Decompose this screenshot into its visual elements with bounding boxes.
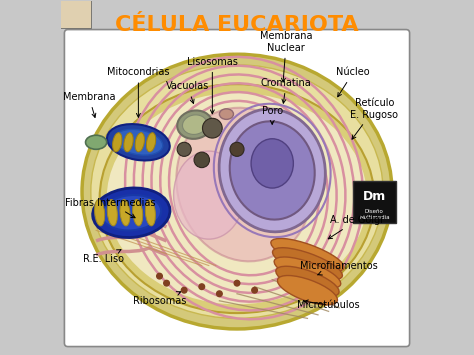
Ellipse shape <box>182 115 207 135</box>
Text: Membrana: Membrana <box>63 92 115 118</box>
Ellipse shape <box>146 200 155 226</box>
Ellipse shape <box>120 200 130 226</box>
Text: Microtúbulos: Microtúbulos <box>297 300 360 310</box>
FancyBboxPatch shape <box>353 181 395 223</box>
Ellipse shape <box>85 135 107 149</box>
Ellipse shape <box>251 139 293 188</box>
Circle shape <box>234 280 240 286</box>
Ellipse shape <box>124 133 133 152</box>
Circle shape <box>157 273 162 279</box>
Ellipse shape <box>107 93 367 304</box>
Ellipse shape <box>230 121 315 220</box>
Ellipse shape <box>202 118 222 138</box>
Ellipse shape <box>271 239 344 272</box>
Ellipse shape <box>114 130 163 155</box>
FancyBboxPatch shape <box>64 29 410 346</box>
Ellipse shape <box>91 65 383 318</box>
Ellipse shape <box>101 195 161 230</box>
Text: Ribosomas: Ribosomas <box>133 291 186 306</box>
Ellipse shape <box>277 275 337 305</box>
Text: Retículo
E. Rugoso: Retículo E. Rugoso <box>350 98 398 139</box>
Text: Poro: Poro <box>262 106 283 124</box>
Ellipse shape <box>95 200 105 226</box>
Circle shape <box>252 288 257 293</box>
Text: Diseño
Multimedia: Diseño Multimedia <box>359 209 390 220</box>
Ellipse shape <box>100 84 374 313</box>
Ellipse shape <box>176 108 312 261</box>
Ellipse shape <box>219 109 325 232</box>
Ellipse shape <box>133 200 143 226</box>
Ellipse shape <box>177 142 191 156</box>
Text: Vacuolas: Vacuolas <box>166 81 210 103</box>
Ellipse shape <box>173 151 244 239</box>
FancyBboxPatch shape <box>59 0 91 28</box>
Text: Cromatina: Cromatina <box>261 78 312 103</box>
Ellipse shape <box>194 152 210 168</box>
Text: Núcleo: Núcleo <box>337 67 370 97</box>
Circle shape <box>199 284 205 290</box>
Ellipse shape <box>93 188 170 237</box>
Ellipse shape <box>113 133 122 152</box>
Circle shape <box>182 288 187 293</box>
Text: R.E. Liso: R.E. Liso <box>82 250 124 264</box>
Text: Microfilamentos: Microfilamentos <box>300 261 378 275</box>
Text: Fibras Intermedias: Fibras Intermedias <box>65 198 155 218</box>
Text: CÉLULA EUCARIOTA: CÉLULA EUCARIOTA <box>115 16 359 36</box>
Circle shape <box>164 280 169 286</box>
Ellipse shape <box>276 266 339 296</box>
Ellipse shape <box>273 248 342 280</box>
Ellipse shape <box>146 133 155 152</box>
Text: Dm: Dm <box>363 190 386 203</box>
Ellipse shape <box>135 133 145 152</box>
Text: Membrana
Nuclear: Membrana Nuclear <box>260 31 312 82</box>
Ellipse shape <box>230 142 244 156</box>
Text: Lisosomas: Lisosomas <box>187 57 238 114</box>
Ellipse shape <box>107 200 118 226</box>
Text: A. de Golgi: A. de Golgi <box>328 215 383 239</box>
Ellipse shape <box>274 257 341 288</box>
Ellipse shape <box>82 54 392 329</box>
Ellipse shape <box>219 109 234 119</box>
Text: Mitocondrias: Mitocondrias <box>107 67 170 117</box>
Circle shape <box>217 291 222 296</box>
Ellipse shape <box>177 110 212 139</box>
Ellipse shape <box>107 124 170 160</box>
